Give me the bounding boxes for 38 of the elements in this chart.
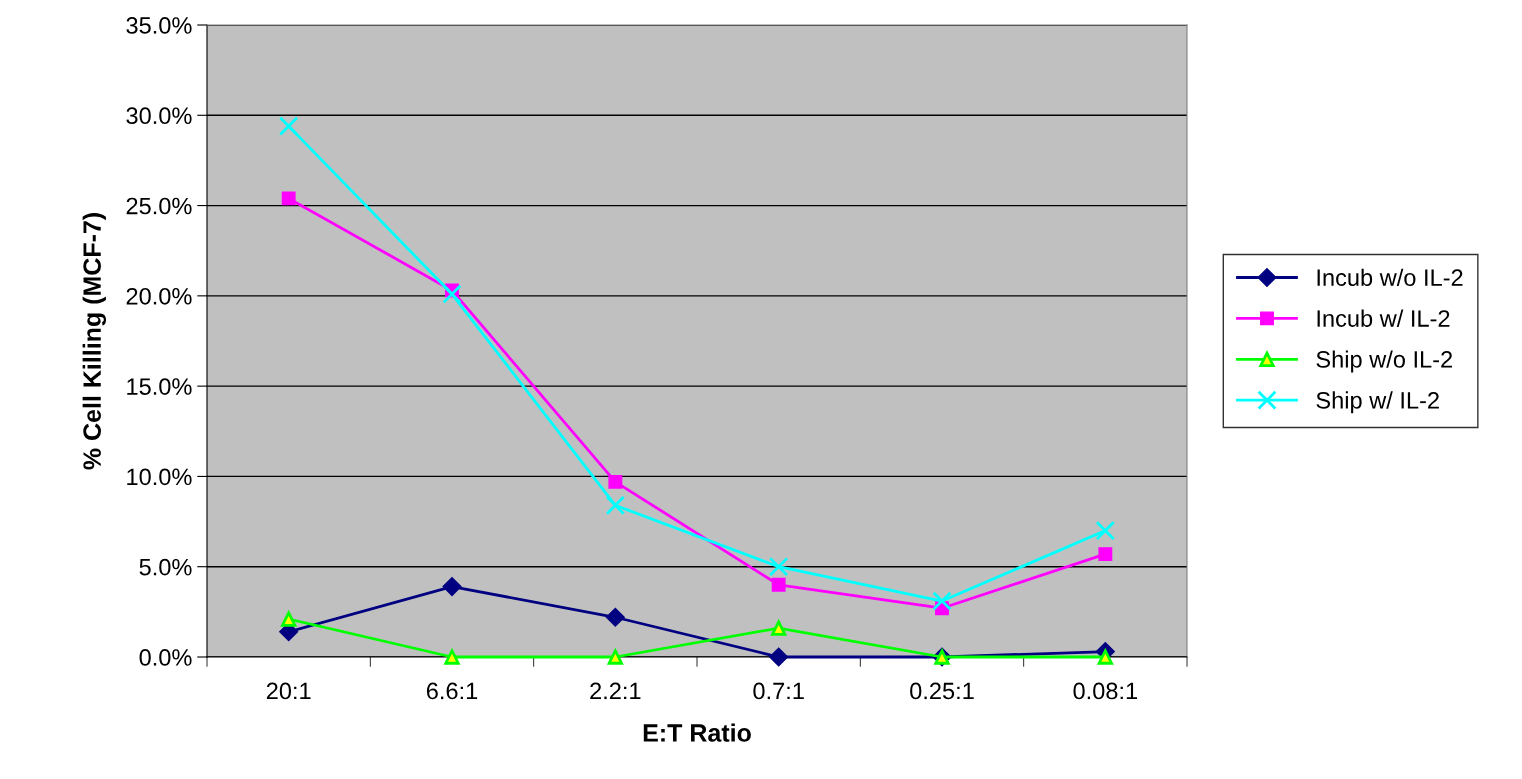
point: [769, 647, 789, 667]
y-tick-label: 0.0%: [139, 649, 192, 666]
legend-label: Ship w/o IL-2: [1316, 350, 1453, 373]
point: [607, 649, 623, 665]
point: [605, 607, 625, 627]
x-axis-title: E:T Ratio: [643, 723, 751, 742]
point: [444, 649, 460, 665]
legend-label: Incub w/ IL-2: [1317, 309, 1450, 327]
x-tick-label: 0.7:1: [753, 682, 804, 700]
y-tick-label: 20.0%: [126, 287, 192, 305]
point: [768, 556, 789, 577]
point: [278, 116, 299, 136]
point: [442, 577, 462, 597]
point: [608, 474, 623, 489]
point: [1095, 520, 1116, 541]
x-tick-label: 6.6:1: [426, 682, 478, 700]
point: [281, 611, 297, 627]
y-tick-label: 35.0%: [126, 17, 192, 34]
y-axis-title: % Cell Killing (MCF-7): [82, 213, 107, 470]
legend-label: Incub w/o IL-2: [1317, 268, 1463, 286]
y-tick-label: 15.0%: [127, 378, 192, 395]
x-tick-label: 20:1: [266, 682, 311, 700]
point: [605, 495, 626, 516]
point: [442, 284, 462, 304]
point: [1097, 649, 1113, 665]
x-tick-label: 2.2:1: [590, 682, 641, 700]
point: [771, 577, 786, 592]
point: [1098, 547, 1113, 562]
point: [281, 191, 296, 206]
x-tick-label: 0.08:1: [1073, 682, 1138, 700]
x-tick-label: 0.25:1: [910, 682, 974, 700]
point: [932, 591, 952, 611]
y-tick-label: 10.0%: [127, 468, 192, 486]
y-tick-label: 30.0%: [126, 107, 192, 125]
legend-label: Ship w/ IL-2: [1316, 391, 1439, 414]
y-tick-label: 25.0%: [126, 197, 192, 215]
y-tick-label: 5.0%: [139, 558, 192, 576]
point: [771, 620, 787, 636]
